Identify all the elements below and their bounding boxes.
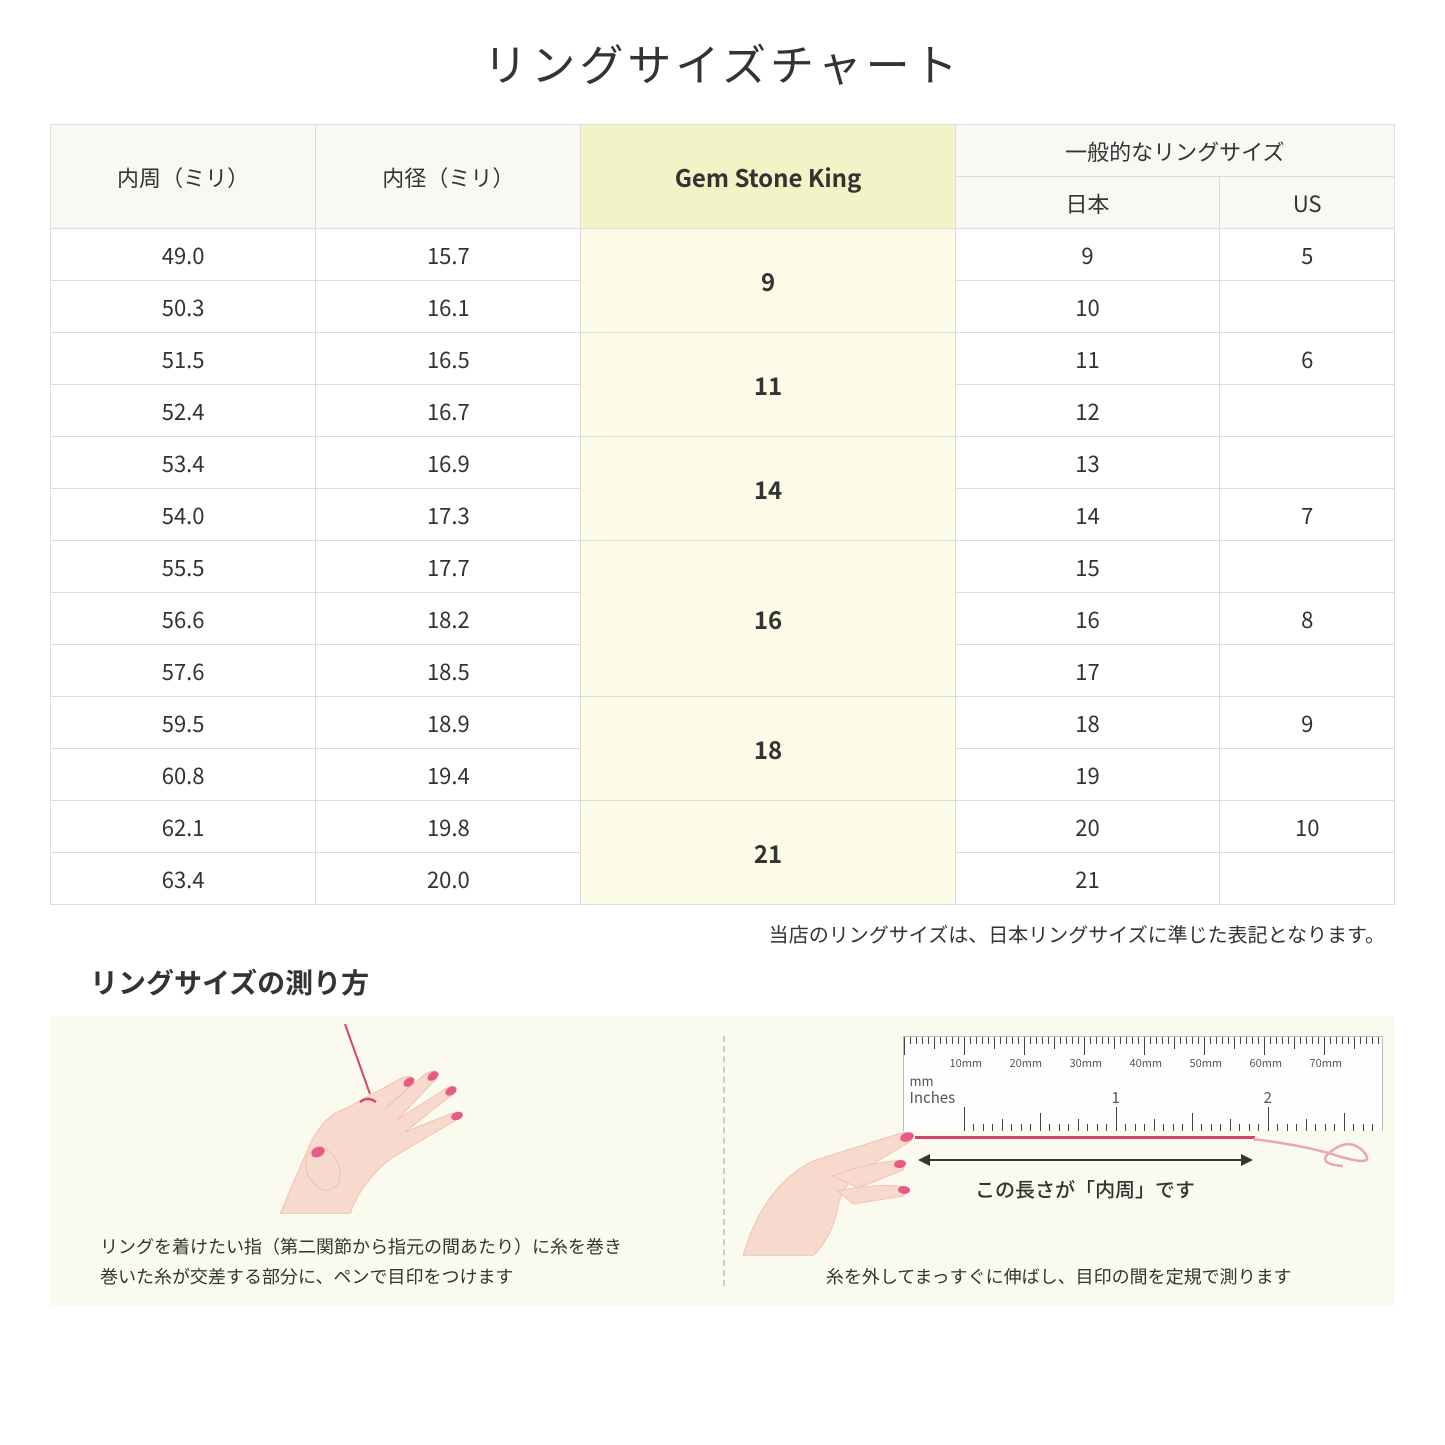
cell-us [1220, 385, 1395, 437]
cell-diam: 16.7 [316, 385, 581, 437]
cell-circ: 50.3 [51, 281, 316, 333]
cell-diam: 20.0 [316, 853, 581, 905]
cell-jp: 20 [955, 801, 1220, 853]
cell-jp: 18 [955, 697, 1220, 749]
cell-diam: 16.1 [316, 281, 581, 333]
th-us: US [1220, 177, 1395, 229]
cell-circ: 60.8 [51, 749, 316, 801]
cell-us [1220, 541, 1395, 593]
cell-circ: 55.5 [51, 541, 316, 593]
cell-us [1220, 281, 1395, 333]
cell-us: 9 [1220, 697, 1395, 749]
th-japan: 日本 [955, 177, 1220, 229]
measure-arrow [918, 1154, 1253, 1166]
cell-us [1220, 437, 1395, 489]
cell-diam: 17.7 [316, 541, 581, 593]
measure-step-1: リングを着けたい指（第二関節から指元の間あたり）に糸を巻き 巻いた糸が交差する部… [50, 1016, 723, 1306]
cell-jp: 10 [955, 281, 1220, 333]
th-diameter: 内径（ミリ） [316, 125, 581, 229]
table-row: 53.416.91413 [51, 437, 1395, 489]
cell-circ: 51.5 [51, 333, 316, 385]
cell-us [1220, 645, 1395, 697]
cell-us: 8 [1220, 593, 1395, 645]
cell-diam: 17.3 [316, 489, 581, 541]
cell-circ: 54.0 [51, 489, 316, 541]
cell-us: 6 [1220, 333, 1395, 385]
table-row: 51.516.511116 [51, 333, 1395, 385]
hand-holding-icon [743, 1116, 933, 1256]
cell-jp: 14 [955, 489, 1220, 541]
table-row: 49.015.7995 [51, 229, 1395, 281]
cell-circ: 59.5 [51, 697, 316, 749]
measure-step-2: 10mm20mm30mm40mm50mm60mm70mm mm Inches 1… [723, 1016, 1396, 1306]
arrow-label: この長さが「内周」です [918, 1174, 1253, 1203]
step2-caption: 糸を外してまっすぐに伸ばし、目印の間を定規で測ります [753, 1261, 1366, 1292]
cell-diam: 19.8 [316, 801, 581, 853]
cell-circ: 63.4 [51, 853, 316, 905]
cell-circ: 53.4 [51, 437, 316, 489]
measure-title: リングサイズの測り方 [90, 962, 1395, 1002]
cell-circ: 52.4 [51, 385, 316, 437]
cell-gsk: 9 [581, 229, 955, 333]
cell-us [1220, 853, 1395, 905]
cell-diam: 16.5 [316, 333, 581, 385]
cell-circ: 62.1 [51, 801, 316, 853]
cell-gsk: 18 [581, 697, 955, 801]
cell-jp: 16 [955, 593, 1220, 645]
cell-gsk: 11 [581, 333, 955, 437]
cell-gsk: 16 [581, 541, 955, 697]
cell-gsk: 14 [581, 437, 955, 541]
hand-wrapping-icon [250, 1024, 480, 1214]
cell-us: 5 [1220, 229, 1395, 281]
table-row: 59.518.918189 [51, 697, 1395, 749]
cell-diam: 16.9 [316, 437, 581, 489]
cell-diam: 18.5 [316, 645, 581, 697]
cell-circ: 49.0 [51, 229, 316, 281]
cell-diam: 19.4 [316, 749, 581, 801]
thread-curl-icon [1248, 1116, 1398, 1186]
th-general: 一般的なリングサイズ [955, 125, 1394, 177]
cell-jp: 17 [955, 645, 1220, 697]
measure-infographic: リングを着けたい指（第二関節から指元の間あたり）に糸を巻き 巻いた糸が交差する部… [50, 1016, 1395, 1306]
cell-diam: 18.2 [316, 593, 581, 645]
size-chart-table: 内周（ミリ） 内径（ミリ） Gem Stone King 一般的なリングサイズ … [50, 124, 1395, 905]
table-row: 62.119.8212010 [51, 801, 1395, 853]
cell-jp: 9 [955, 229, 1220, 281]
cell-diam: 18.9 [316, 697, 581, 749]
cell-jp: 13 [955, 437, 1220, 489]
cell-us [1220, 749, 1395, 801]
cell-jp: 19 [955, 749, 1220, 801]
table-note: 当店のリングサイズは、日本リングサイズに準じた表記となります。 [50, 919, 1395, 948]
cell-jp: 11 [955, 333, 1220, 385]
cell-us: 7 [1220, 489, 1395, 541]
cell-gsk: 21 [581, 801, 955, 905]
cell-us: 10 [1220, 801, 1395, 853]
step1-caption: リングを着けたい指（第二関節から指元の間あたり）に糸を巻き 巻いた糸が交差する部… [100, 1231, 693, 1292]
cell-circ: 57.6 [51, 645, 316, 697]
page-title: リングサイズチャート [50, 30, 1395, 94]
cell-jp: 15 [955, 541, 1220, 593]
cell-diam: 15.7 [316, 229, 581, 281]
cell-jp: 21 [955, 853, 1220, 905]
cell-jp: 12 [955, 385, 1220, 437]
th-gsk: Gem Stone King [581, 125, 955, 229]
cell-circ: 56.6 [51, 593, 316, 645]
thread-line [915, 1136, 1255, 1139]
th-circumference: 内周（ミリ） [51, 125, 316, 229]
table-row: 55.517.71615 [51, 541, 1395, 593]
